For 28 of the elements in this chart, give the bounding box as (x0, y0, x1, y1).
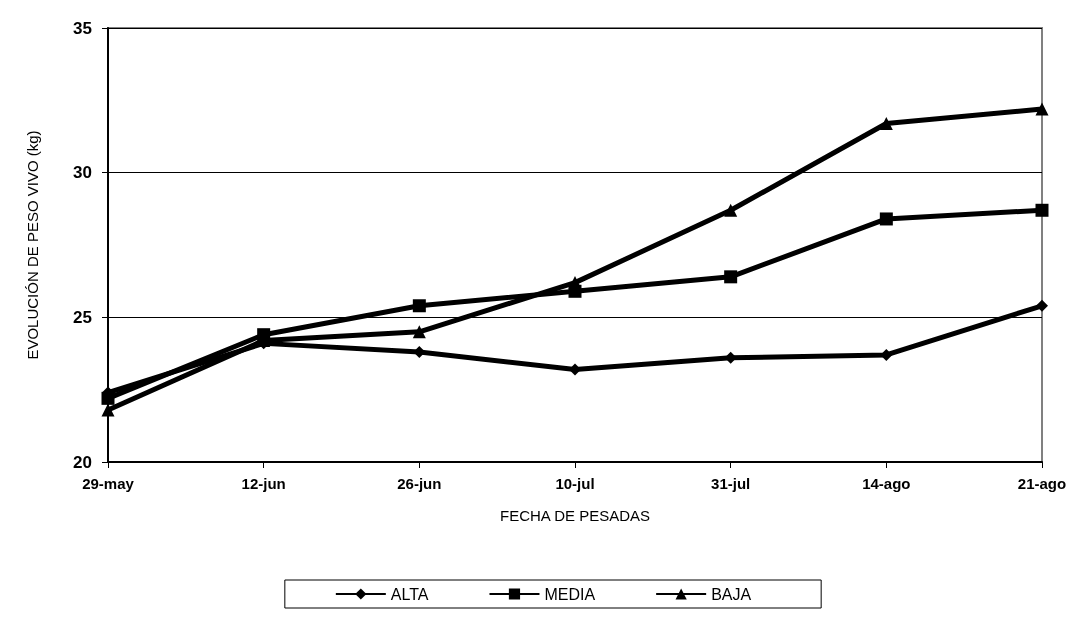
point (724, 203, 738, 217)
legend-label: BAJA (711, 585, 752, 603)
y-tick-label: 30 (73, 163, 92, 183)
y-tick-label: 35 (73, 18, 92, 38)
point (1035, 203, 1049, 217)
point (412, 325, 426, 339)
point (1036, 299, 1048, 312)
x-tick-label: 31-jul (711, 475, 751, 492)
legend-label: ALTA (390, 585, 429, 603)
y-tick-label: 25 (73, 307, 92, 327)
x-tick-label: 26-jun (397, 475, 442, 492)
x-tick-label: 12-jun (241, 475, 286, 492)
x-tick-label: 14-ago (862, 475, 911, 492)
point (724, 270, 738, 284)
point (412, 299, 426, 313)
y-axis-title: EVOLUCIÓN DE PESO VIVO (kg) (24, 130, 41, 360)
point (1035, 102, 1049, 116)
point (569, 363, 581, 376)
point (879, 116, 893, 130)
point (568, 284, 582, 298)
x-axis-title: FECHA DE PESADAS (499, 507, 651, 524)
x-tick-label: 10-jul (555, 475, 595, 492)
x-tick-label: 29-may (82, 475, 135, 492)
legend-label: MEDIA (544, 585, 596, 603)
y-tick-label: 20 (73, 452, 92, 472)
point (879, 212, 893, 226)
x-tick-label: 21-ago (1017, 475, 1067, 492)
point (101, 403, 115, 417)
